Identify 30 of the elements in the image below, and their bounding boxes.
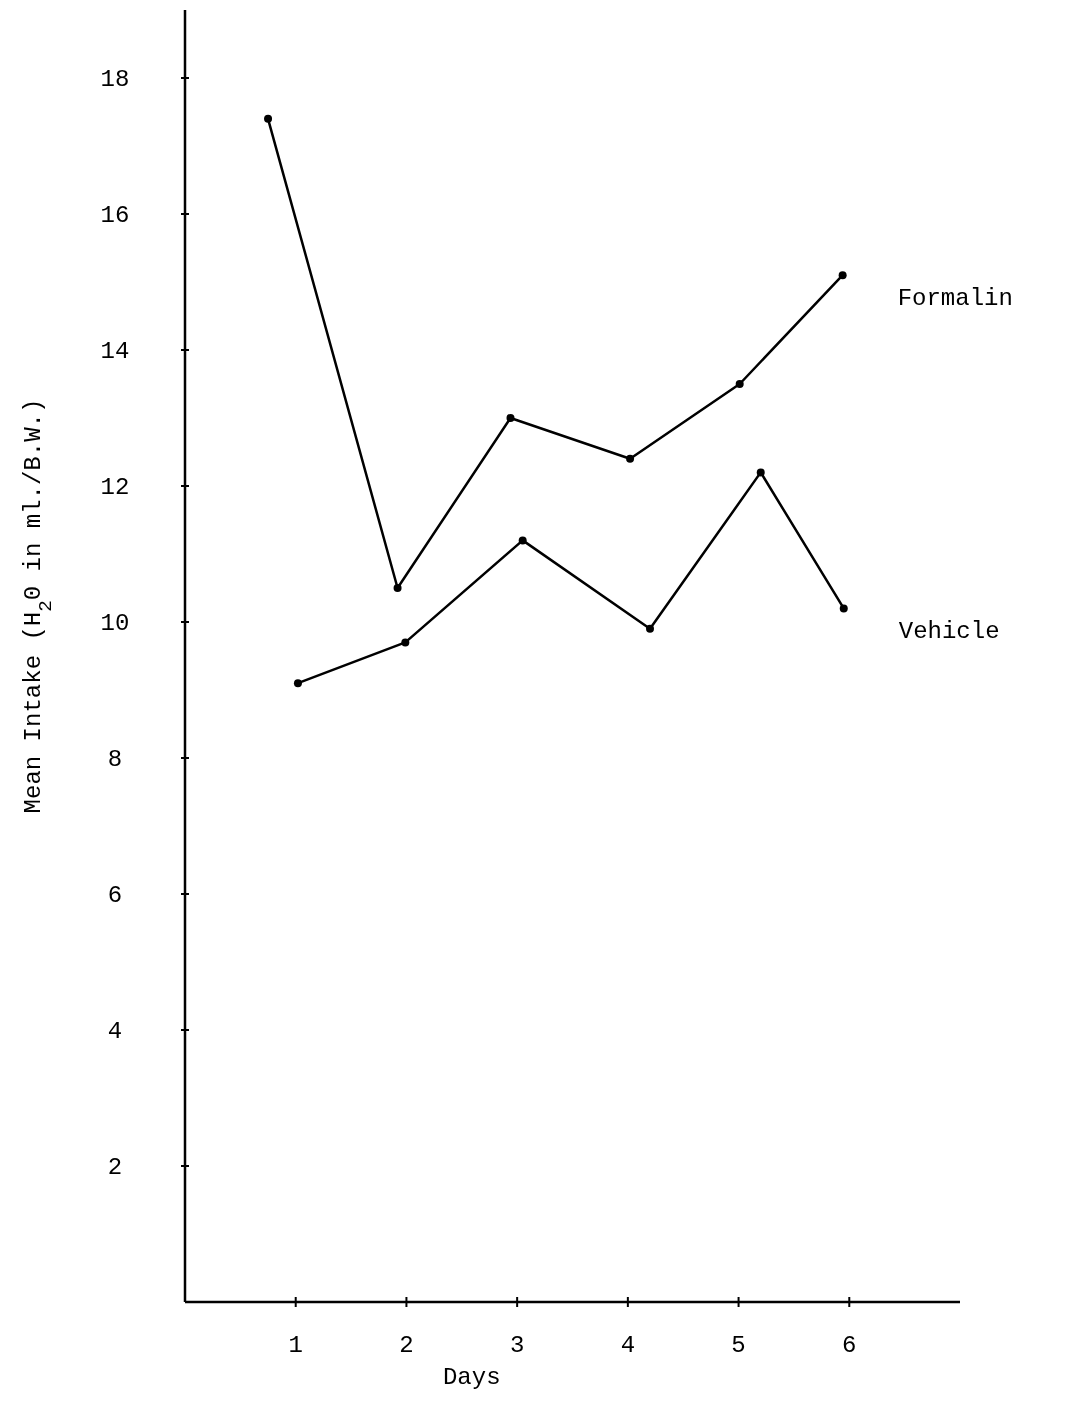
y-tick-label: 16 bbox=[100, 202, 130, 229]
point bbox=[293, 679, 302, 688]
x-tick-label: 2 bbox=[399, 1332, 414, 1359]
x-axis-title: Days bbox=[442, 1364, 501, 1391]
y-tick-label: 8 bbox=[107, 746, 123, 773]
point bbox=[735, 380, 744, 388]
text: Vehicle bbox=[898, 618, 1000, 646]
point bbox=[626, 454, 635, 463]
point bbox=[393, 584, 402, 592]
x-tick-label: 5 bbox=[731, 1332, 746, 1359]
text: Formalin bbox=[897, 285, 1013, 313]
point bbox=[646, 624, 654, 633]
y-tick-label: 2 bbox=[107, 1154, 123, 1181]
point bbox=[264, 114, 273, 123]
y-tick-label: 6 bbox=[107, 882, 123, 909]
x-tick-label: 1 bbox=[288, 1332, 303, 1359]
point bbox=[839, 604, 848, 613]
x-tick-label: 4 bbox=[620, 1332, 636, 1359]
y-tick-label: 14 bbox=[100, 338, 130, 365]
y-tick-label: 10 bbox=[100, 610, 130, 637]
x-tick-label: 3 bbox=[509, 1332, 525, 1359]
point bbox=[756, 468, 765, 477]
y-tick-label: 18 bbox=[100, 66, 130, 93]
point bbox=[506, 414, 515, 422]
point bbox=[518, 536, 527, 545]
x-tick-label: 6 bbox=[842, 1332, 857, 1359]
point bbox=[838, 271, 847, 280]
y-tick-label: 12 bbox=[100, 474, 130, 501]
y-tick-label: 4 bbox=[107, 1018, 123, 1045]
point bbox=[401, 638, 410, 647]
